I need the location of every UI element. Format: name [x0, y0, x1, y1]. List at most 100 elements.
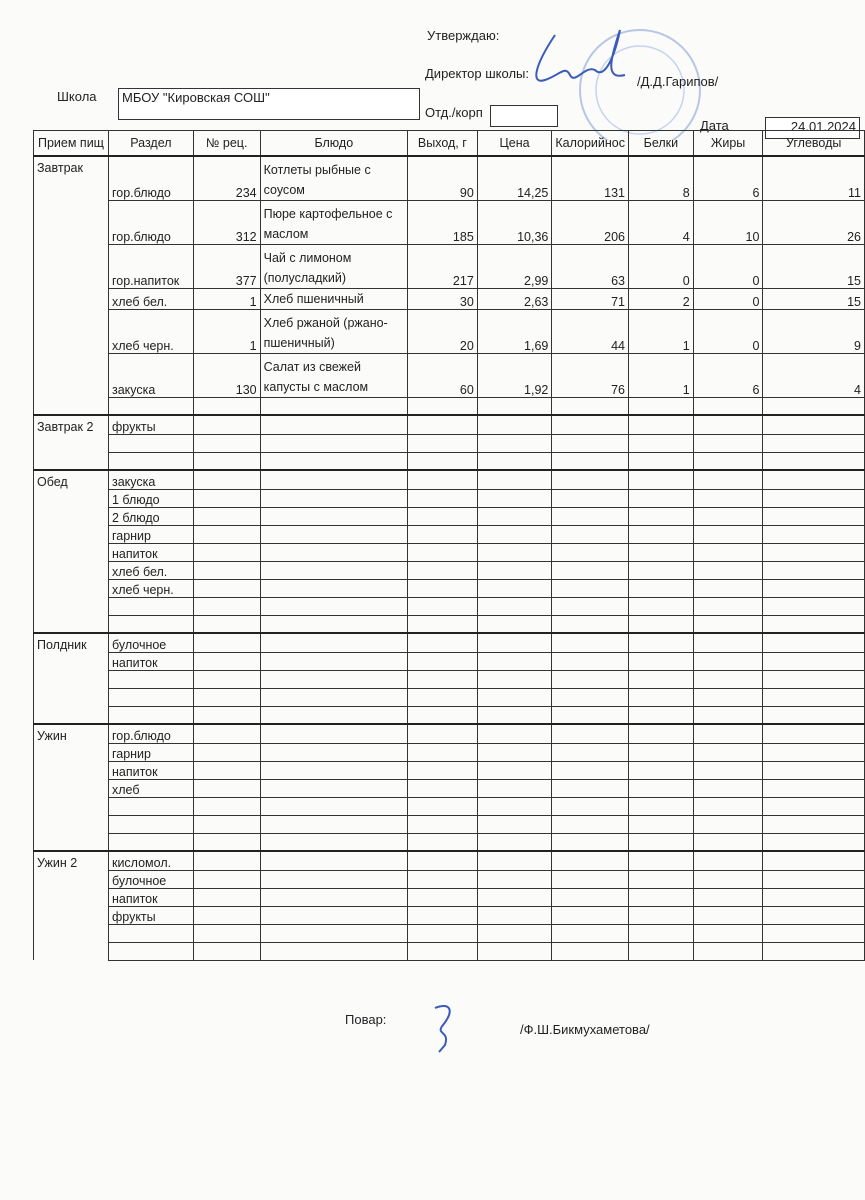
- cell-kcal: [551, 451, 630, 471]
- cell-recipe: [192, 542, 261, 562]
- cell-fat: [692, 760, 764, 780]
- table-row: [33, 596, 865, 616]
- cell-kcal: [551, 396, 630, 416]
- cell-protein: [628, 614, 694, 634]
- cell-dish: [259, 778, 408, 798]
- cell-fat: [692, 869, 764, 889]
- cell-fat: [692, 560, 764, 580]
- dept-label: Отд./корп: [425, 105, 483, 120]
- table-row: Завтрак гор.блюдо 234 Котлеты рыбные с соус…: [33, 155, 865, 201]
- cell-protein: [628, 869, 694, 889]
- cell-carbs: [762, 596, 865, 616]
- cell-kcal: [551, 488, 630, 508]
- cell-section: гор.блюдо: [107, 199, 194, 245]
- cell-carbs: [762, 632, 865, 653]
- cell-fat: [692, 905, 764, 925]
- cell-price: [476, 596, 553, 616]
- cell-recipe: 377: [192, 243, 261, 289]
- cell-kcal: [551, 687, 630, 707]
- cell-dish: [259, 596, 408, 616]
- meal-cell: [33, 797, 109, 815]
- cell-kcal: [551, 469, 630, 490]
- cell-protein: [628, 796, 694, 816]
- cell-price: [476, 542, 553, 562]
- cell-price: [476, 778, 553, 798]
- cell-dish: [259, 451, 408, 471]
- cell-yield: [406, 814, 478, 834]
- cell-protein: [628, 451, 694, 471]
- column-header: Прием пищ: [33, 130, 109, 157]
- cell-yield: [406, 723, 478, 744]
- column-header: Жиры: [692, 130, 764, 157]
- cell-price: [476, 760, 553, 780]
- table-row: Ужин гор.блюдо: [33, 723, 865, 744]
- cell-carbs: [762, 451, 865, 471]
- cell-kcal: [551, 433, 630, 453]
- cell-section: 1 блюдо: [107, 488, 194, 508]
- cell-dish: [259, 705, 408, 725]
- cell-section: напиток: [107, 887, 194, 907]
- table-row: гор.напиток 377 Чай с лимоном (полусладкий…: [33, 243, 865, 289]
- cell-price: [476, 814, 553, 834]
- cell-price: 2,63: [476, 287, 553, 310]
- cell-dish: [259, 850, 408, 871]
- column-header: Раздел: [107, 130, 194, 157]
- cell-price: [476, 414, 553, 435]
- cell-recipe: [192, 396, 261, 416]
- meal-cell: [33, 525, 109, 543]
- cell-fat: [692, 651, 764, 671]
- cell-recipe: [192, 850, 261, 871]
- cell-yield: [406, 614, 478, 634]
- cell-carbs: [762, 705, 865, 725]
- cell-section: [107, 614, 194, 634]
- cell-protein: [628, 632, 694, 653]
- meal-name: Завтрак: [33, 155, 109, 200]
- cell-protein: [628, 923, 694, 943]
- cell-kcal: [551, 632, 630, 653]
- cell-yield: [406, 796, 478, 816]
- cell-price: [476, 614, 553, 634]
- cell-recipe: [192, 451, 261, 471]
- cell-protein: [628, 433, 694, 453]
- cell-fat: [692, 742, 764, 762]
- table-row: [33, 796, 865, 816]
- cell-price: [476, 632, 553, 653]
- cell-yield: [406, 669, 478, 689]
- cell-fat: [692, 506, 764, 526]
- cell-recipe: [192, 778, 261, 798]
- cell-yield: [406, 923, 478, 943]
- cell-kcal: 76: [551, 352, 630, 398]
- table-row: 1 блюдо: [33, 488, 865, 508]
- table-row: [33, 923, 865, 943]
- cell-section: булочное: [107, 869, 194, 889]
- cell-recipe: [192, 760, 261, 780]
- cell-fat: [692, 632, 764, 653]
- cell-carbs: [762, 760, 865, 780]
- cell-dish: [259, 433, 408, 453]
- cell-carbs: 11: [762, 155, 865, 201]
- cell-section: кисломол.: [107, 850, 194, 871]
- cell-kcal: [551, 723, 630, 744]
- table-row: [33, 396, 865, 416]
- cell-recipe: 1: [192, 308, 261, 354]
- meal-cell: [33, 200, 109, 244]
- cell-recipe: [192, 560, 261, 580]
- cell-carbs: [762, 796, 865, 816]
- cell-kcal: 206: [551, 199, 630, 245]
- cell-carbs: [762, 778, 865, 798]
- meal-cell: [33, 309, 109, 353]
- cell-dish: [259, 923, 408, 943]
- cell-kcal: [551, 506, 630, 526]
- cell-section: [107, 596, 194, 616]
- cook-signature: [434, 1005, 451, 1053]
- cell-yield: [406, 887, 478, 907]
- cell-yield: 60: [406, 352, 478, 398]
- cell-section: [107, 451, 194, 471]
- cell-kcal: [551, 832, 630, 852]
- meal-cell: [33, 743, 109, 761]
- meal-cell: [33, 670, 109, 688]
- table-row: [33, 687, 865, 707]
- cell-yield: [406, 433, 478, 453]
- cell-section: [107, 705, 194, 725]
- cell-yield: [406, 742, 478, 762]
